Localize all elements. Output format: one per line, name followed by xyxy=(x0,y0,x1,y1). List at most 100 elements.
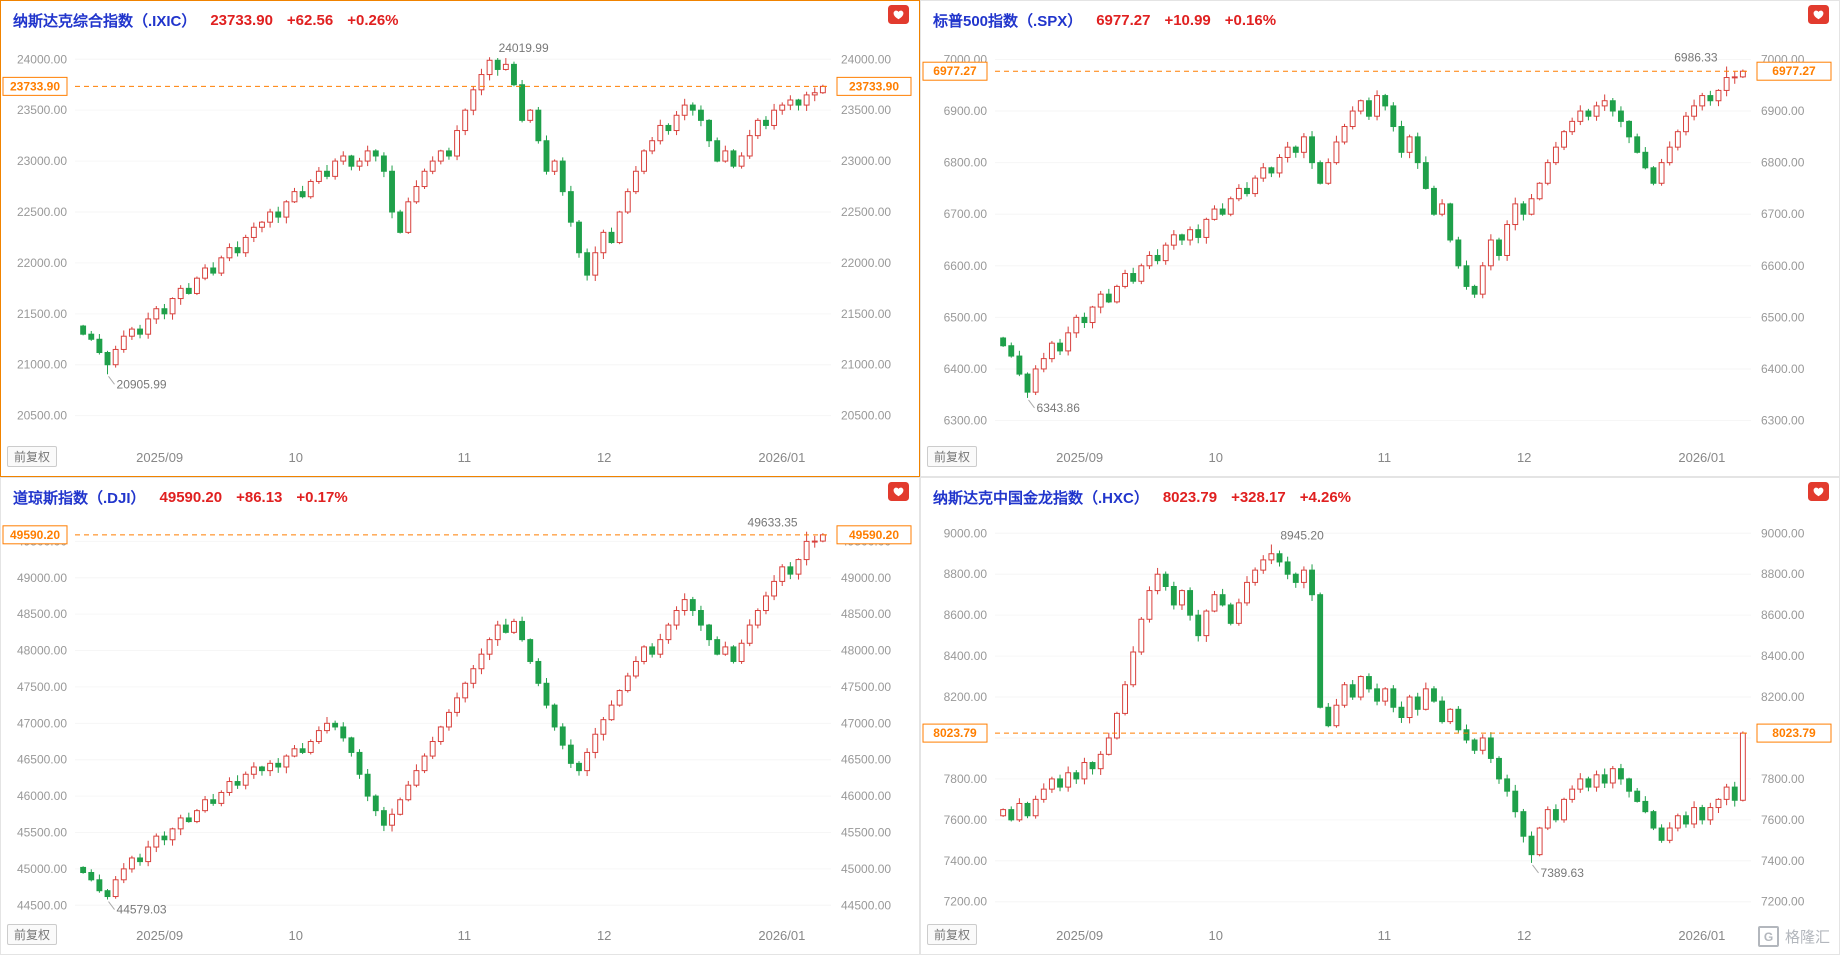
x-axis-label: 2025/09 xyxy=(136,928,184,943)
x-axis-label: 10 xyxy=(288,450,303,465)
svg-text:45500.00: 45500.00 xyxy=(841,825,891,839)
svg-text:6600.00: 6600.00 xyxy=(944,259,988,273)
favorite-badge-icon[interactable] xyxy=(1808,482,1829,501)
svg-text:6400.00: 6400.00 xyxy=(944,362,988,376)
svg-text:6300.00: 6300.00 xyxy=(944,414,988,428)
price-change: +86.13 xyxy=(236,488,283,506)
candlestick-chart[interactable]: 9000.00 9000.00 8800.00 8800.00 8600.00 8600.… xyxy=(921,512,1839,920)
x-axis-label: 2026/01 xyxy=(1678,450,1726,465)
svg-text:23500.00: 23500.00 xyxy=(841,103,891,117)
x-axis-label: 12 xyxy=(596,450,612,465)
svg-text:6600.00: 6600.00 xyxy=(1761,259,1805,273)
svg-text:44579.03: 44579.03 xyxy=(117,903,167,917)
svg-text:49000.00: 49000.00 xyxy=(17,571,67,585)
svg-text:49590.20: 49590.20 xyxy=(849,528,899,542)
svg-text:6400.00: 6400.00 xyxy=(1761,362,1805,376)
svg-text:49590.20: 49590.20 xyxy=(10,528,60,542)
svg-text:7389.63: 7389.63 xyxy=(1541,866,1585,880)
favorite-badge-icon[interactable] xyxy=(1808,5,1829,24)
chart-panel-hxc: 纳斯达克中国金龙指数（.HXC） 8023.79 +328.17 +4.26% … xyxy=(920,477,1840,955)
svg-text:8200.00: 8200.00 xyxy=(944,690,988,704)
svg-text:6700.00: 6700.00 xyxy=(944,207,988,221)
candlestick-chart[interactable]: 49500.0049500.0049000.0049000.0048500.00… xyxy=(1,512,919,920)
price-change: +10.99 xyxy=(1164,11,1211,29)
svg-text:24000.00: 24000.00 xyxy=(17,52,67,66)
x-axis-label: 2025/09 xyxy=(136,450,184,465)
svg-text:8023.79: 8023.79 xyxy=(933,726,977,740)
svg-text:45000.00: 45000.00 xyxy=(17,862,67,876)
svg-text:48500.00: 48500.00 xyxy=(841,607,891,621)
x-axis-labels: 2025/09 10 11 12 2026/01 xyxy=(921,920,1839,954)
x-axis-label: 11 xyxy=(1377,928,1392,943)
svg-text:8200.00: 8200.00 xyxy=(1761,690,1805,704)
svg-text:23733.90: 23733.90 xyxy=(849,79,899,93)
chart-header: 道琼斯指数（.DJI） 49590.20 +86.13 +0.17% xyxy=(1,478,919,512)
x-axis-label: 10 xyxy=(1208,928,1223,943)
x-axis-label: 12 xyxy=(596,928,612,943)
svg-text:22000.00: 22000.00 xyxy=(841,256,891,270)
chart-header: 纳斯达克综合指数（.IXIC） 23733.90 +62.56 +0.26% xyxy=(1,1,919,35)
price-change-percent: +0.16% xyxy=(1224,11,1277,29)
svg-text:8600.00: 8600.00 xyxy=(944,608,988,622)
svg-text:8945.20: 8945.20 xyxy=(1280,528,1324,542)
adjust-mode-button[interactable]: 前复权 xyxy=(927,446,978,467)
adjust-mode-button[interactable]: 前复权 xyxy=(927,924,978,945)
x-axis-label: 10 xyxy=(288,928,303,943)
last-price: 49590.20 xyxy=(159,488,223,506)
svg-text:22000.00: 22000.00 xyxy=(17,256,67,270)
svg-text:9000.00: 9000.00 xyxy=(944,526,988,540)
svg-text:6500.00: 6500.00 xyxy=(944,310,988,324)
svg-text:44500.00: 44500.00 xyxy=(17,898,67,912)
svg-text:47500.00: 47500.00 xyxy=(17,680,67,694)
x-axis-label: 2025/09 xyxy=(1056,928,1104,943)
svg-text:7800.00: 7800.00 xyxy=(1761,772,1805,786)
chart-title: 纳斯达克中国金龙指数（.HXC） xyxy=(933,489,1149,507)
svg-text:47000.00: 47000.00 xyxy=(841,716,891,730)
chart-panel-spx: 标普500指数（.SPX） 6977.27 +10.99 +0.16% 7000… xyxy=(920,0,1840,477)
svg-text:8400.00: 8400.00 xyxy=(944,649,988,663)
svg-text:6977.27: 6977.27 xyxy=(933,64,977,78)
svg-text:47500.00: 47500.00 xyxy=(841,680,891,694)
gelonghui-watermark: G 格隆汇 xyxy=(1757,926,1830,947)
x-axis-labels: 2025/09 10 11 12 2026/01 xyxy=(921,442,1839,476)
favorite-badge-icon[interactable] xyxy=(888,5,909,24)
chart-title: 标普500指数（.SPX） xyxy=(933,12,1083,30)
svg-text:47000.00: 47000.00 xyxy=(17,716,67,730)
svg-text:21000.00: 21000.00 xyxy=(17,358,67,372)
adjust-mode-button[interactable]: 前复权 xyxy=(7,446,58,467)
svg-text:23500.00: 23500.00 xyxy=(17,103,67,117)
svg-text:9000.00: 9000.00 xyxy=(1761,526,1805,540)
svg-text:6800.00: 6800.00 xyxy=(944,156,988,170)
adjust-mode-button[interactable]: 前复权 xyxy=(7,924,58,945)
svg-text:45000.00: 45000.00 xyxy=(841,862,891,876)
chart-header: 标普500指数（.SPX） 6977.27 +10.99 +0.16% xyxy=(921,1,1839,35)
svg-text:46000.00: 46000.00 xyxy=(17,789,67,803)
x-axis-label: 11 xyxy=(457,928,472,943)
chart-footer: 前复权 2025/09 10 11 12 2026/01 xyxy=(1,920,919,954)
svg-text:6500.00: 6500.00 xyxy=(1761,310,1805,324)
svg-text:7200.00: 7200.00 xyxy=(944,895,988,909)
svg-text:8800.00: 8800.00 xyxy=(1761,567,1805,581)
svg-text:49633.35: 49633.35 xyxy=(748,516,798,530)
svg-text:45500.00: 45500.00 xyxy=(17,825,67,839)
svg-text:7600.00: 7600.00 xyxy=(1761,813,1805,827)
x-axis-label: 10 xyxy=(1208,450,1223,465)
svg-text:48000.00: 48000.00 xyxy=(17,644,67,658)
price-change-percent: +0.17% xyxy=(296,488,348,506)
svg-text:24000.00: 24000.00 xyxy=(841,52,891,66)
gelonghui-logo-icon: G xyxy=(1757,926,1779,947)
x-axis-label: 12 xyxy=(1516,928,1532,943)
chart-panel-dji: 道琼斯指数（.DJI） 49590.20 +86.13 +0.17% 49500… xyxy=(0,477,920,955)
svg-text:44500.00: 44500.00 xyxy=(841,898,891,912)
chart-footer: 前复权 2025/09 10 11 12 2026/01 xyxy=(1,442,919,476)
favorite-badge-icon[interactable] xyxy=(888,482,909,501)
x-axis-label: 2026/01 xyxy=(758,928,806,943)
last-price: 23733.90 xyxy=(210,11,273,29)
svg-text:6986.33: 6986.33 xyxy=(1674,51,1718,65)
candlestick-chart[interactable]: 24000.00 24000.00 23500.00 23500.00 23000.00… xyxy=(1,35,919,442)
price-change-percent: +0.26% xyxy=(347,11,399,29)
svg-text:6900.00: 6900.00 xyxy=(1761,104,1805,118)
svg-text:46000.00: 46000.00 xyxy=(841,789,891,803)
price-change: +62.56 xyxy=(286,11,334,29)
